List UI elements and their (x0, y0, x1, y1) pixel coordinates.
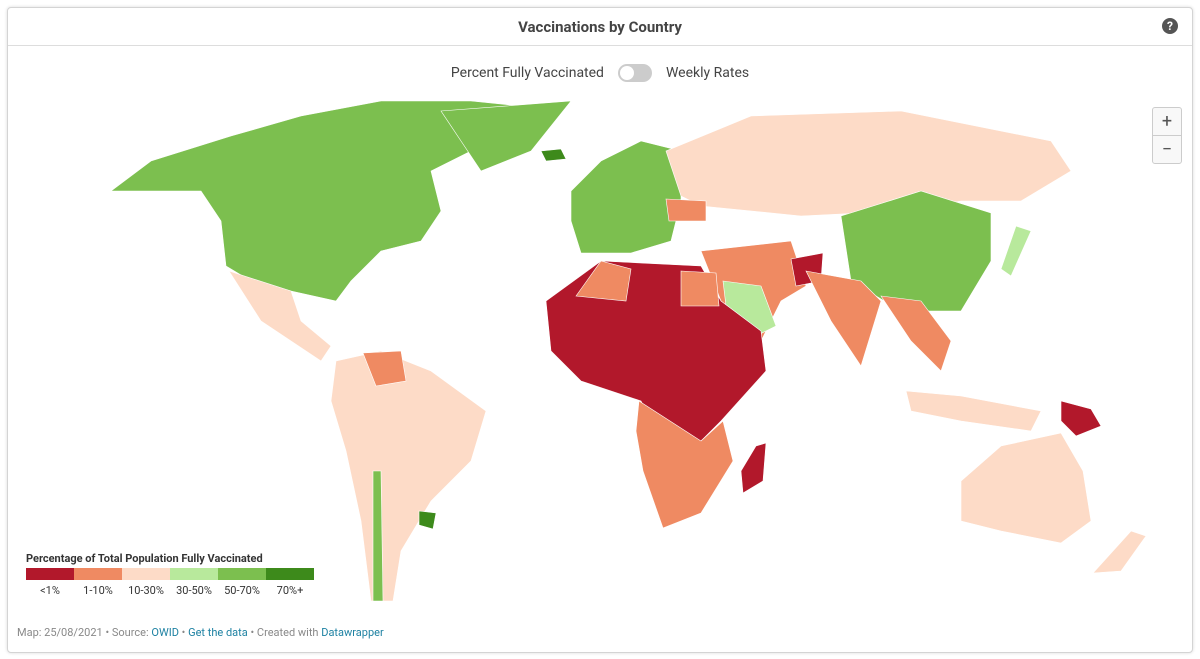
header: Vaccinations by Country ? (8, 8, 1192, 46)
legend-title: Percentage of Total Population Fully Vac… (26, 552, 263, 565)
legend-label: 30-50% (176, 584, 212, 597)
zoom-in[interactable]: + (1161, 111, 1173, 132)
south-america (330, 350, 487, 602)
chile (372, 470, 384, 602)
footer-date: Map: 25/08/2021 (17, 626, 103, 639)
legend-item: <1% (26, 568, 74, 597)
papua-new-guinea (1060, 400, 1102, 437)
venezuela (362, 350, 407, 387)
madagascar (740, 442, 767, 494)
greenland (440, 100, 572, 172)
legend-label: 1-10% (83, 584, 113, 597)
legend-label: 70%+ (276, 584, 304, 597)
legend-label: 10-30% (128, 584, 164, 597)
help-button[interactable]: ? (1162, 18, 1178, 34)
legend-item: 30-50% (170, 568, 218, 597)
legend-label: <1% (40, 584, 60, 597)
legend-item: 1-10% (74, 568, 122, 597)
uruguay (418, 510, 437, 530)
europe (570, 140, 682, 254)
legend-swatch (74, 568, 122, 580)
legend-items: <1% 1-10% 10-30% 30-50% 50-70% 70%+ (26, 568, 314, 597)
legend-item: 10-30% (122, 568, 170, 597)
footer-sep: • (181, 626, 186, 639)
indonesia (905, 390, 1042, 432)
world-map (110, 100, 1147, 602)
toggle-right-label: Weekly Rates (665, 65, 750, 81)
southeast-asia (880, 295, 952, 372)
zoom-controls: + − (1152, 107, 1182, 164)
legend: Percentage of Total Population Fully Vac… (26, 552, 314, 597)
australia (960, 432, 1092, 544)
toggle: Percent Fully Vaccinated Weekly Rates (8, 64, 1192, 82)
card: Vaccinations by Country ? Percent Fully … (7, 7, 1193, 653)
footer: Map: 25/08/2021 • Source: OWID • Get the… (17, 626, 384, 639)
iceland (540, 148, 567, 162)
central-america (228, 270, 332, 362)
footer-created: • Created with (250, 626, 319, 639)
north-america (110, 100, 522, 302)
northwest-africa (575, 260, 632, 302)
zoom-out[interactable]: − (1153, 135, 1181, 163)
ukraine (665, 198, 707, 222)
tool-link[interactable]: Datawrapper (321, 626, 384, 639)
egypt (680, 270, 720, 307)
title: Vaccinations by Country (518, 17, 682, 36)
footer-source-prefix: • Source: (105, 626, 149, 639)
get-data-link[interactable]: Get the data (188, 626, 248, 639)
legend-item: 50-70% (218, 568, 266, 597)
new-zealand (1092, 530, 1147, 574)
toggle-switch[interactable] (617, 64, 652, 82)
legend-item: 70%+ (266, 568, 314, 597)
source-link[interactable]: OWID (151, 626, 179, 639)
legend-swatch (266, 568, 314, 580)
southern-africa (635, 400, 734, 529)
toggle-left-label: Percent Fully Vaccinated (450, 65, 604, 81)
legend-swatch (218, 568, 266, 580)
legend-swatch (122, 568, 170, 580)
legend-label: 50-70% (224, 584, 260, 597)
india (805, 270, 882, 367)
legend-swatch (170, 568, 218, 580)
japan (1000, 225, 1032, 277)
russia-asia (665, 110, 1072, 217)
legend-swatch (26, 568, 74, 580)
